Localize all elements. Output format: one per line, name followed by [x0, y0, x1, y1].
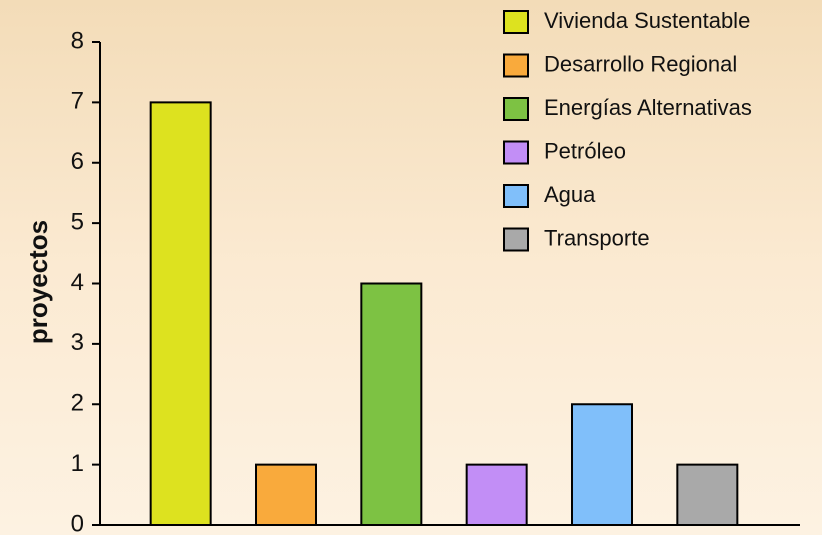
legend-swatch: [503, 53, 529, 78]
bar: [465, 463, 528, 526]
legend-label: Transporte: [544, 225, 650, 250]
legend-swatch: [503, 140, 529, 165]
legend-label: Desarrollo Regional: [544, 51, 737, 76]
y-tick-label: 4: [71, 269, 84, 296]
legend-label: Vivienda Sustentable: [544, 8, 750, 33]
y-tick-label: 1: [71, 450, 84, 477]
y-tick-label: 8: [71, 27, 84, 54]
legend-label: Petróleo: [544, 138, 626, 163]
legend-label: Energías Alternativas: [544, 95, 752, 120]
legend-swatch: [503, 97, 529, 121]
bar: [676, 463, 739, 526]
y-tick-label: 5: [71, 208, 84, 235]
legend-swatch: [503, 184, 529, 208]
bar: [149, 101, 212, 526]
y-axis-label: proyectos: [23, 220, 53, 344]
y-tick-label: 6: [71, 148, 84, 175]
y-tick-label: 2: [71, 390, 84, 417]
legend-label: Agua: [544, 182, 596, 207]
y-tick-label: 0: [71, 510, 84, 535]
y-tick-label: 3: [71, 329, 84, 356]
bar: [255, 463, 317, 526]
y-tick-label: 7: [71, 88, 84, 115]
bar: [571, 403, 633, 526]
legend-swatch: [503, 10, 529, 34]
legend-swatch: [503, 227, 529, 252]
bar: [360, 282, 423, 526]
